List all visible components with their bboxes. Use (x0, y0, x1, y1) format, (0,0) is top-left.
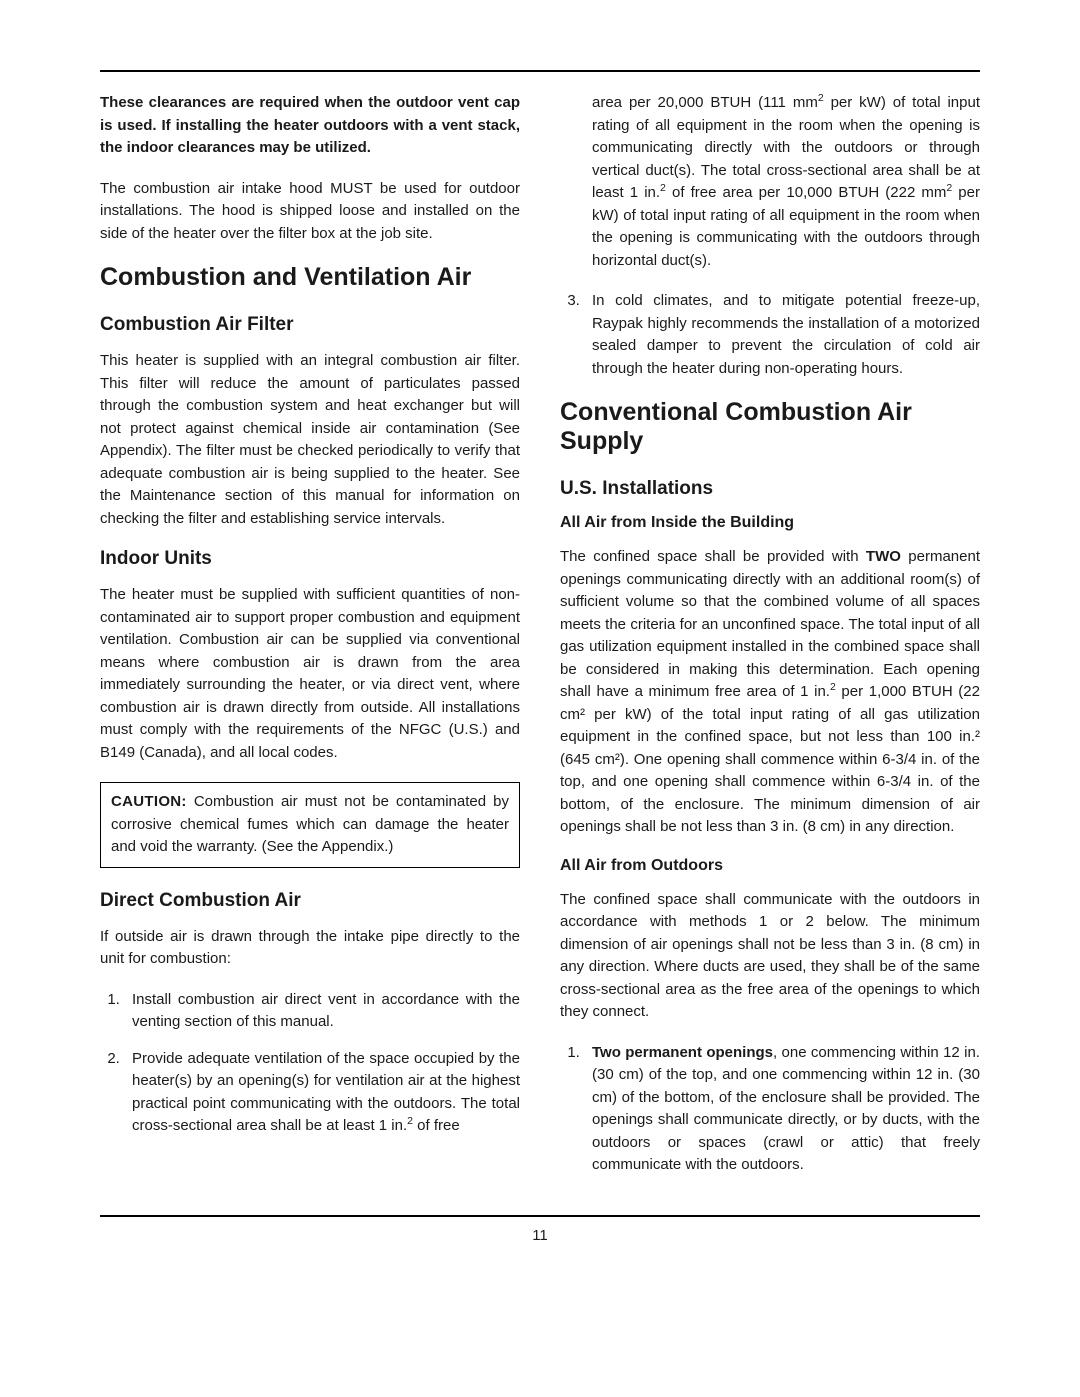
subsubheading-outdoors: All Air from Outdoors (560, 857, 980, 875)
section-heading-conventional-supply: Conventional Combustion Air Supply (560, 398, 980, 456)
list-item-text: Provide adequate ventilation of the spac… (132, 1050, 520, 1135)
list-item: Provide adequate ventilation of the spac… (124, 1048, 520, 1138)
bottom-rule (100, 1215, 980, 1217)
text-run: per 1,000 BTUH (22 cm² per kW) of the to… (560, 683, 980, 835)
list-item: Install combustion air direct vent in ac… (124, 989, 520, 1034)
list-item: In cold climates, and to mitigate potent… (584, 290, 980, 380)
inside-building-para: The confined space shall be provided wit… (560, 546, 980, 839)
page-number: 11 (100, 1227, 980, 1244)
right-column: area per 20,000 BTUH (111 mm2 per kW) of… (560, 92, 980, 1195)
text-run: area per 20,000 BTUH (111 mm (592, 94, 818, 111)
top-rule (100, 70, 980, 72)
indoor-units-para: The heater must be supplied with suffici… (100, 584, 520, 764)
two-column-layout: These clearances are required when the o… (100, 92, 980, 1195)
text-run: , one commencing within 12 in. (30 cm) o… (592, 1044, 980, 1174)
list-item: Two permanent openings, one commencing w… (584, 1042, 980, 1177)
direct-combustion-intro: If outside air is drawn through the inta… (100, 926, 520, 971)
left-column: These clearances are required when the o… (100, 92, 520, 1195)
subheading-us-installations: U.S. Installations (560, 478, 980, 500)
subheading-direct-combustion: Direct Combustion Air (100, 890, 520, 912)
text-run: of free area per 10,000 BTUH (222 mm (666, 184, 946, 201)
intake-hood-para: The combustion air intake hood MUST be u… (100, 178, 520, 246)
direct-combustion-list: Install combustion air direct vent in ac… (100, 989, 520, 1138)
direct-combustion-list-cont: In cold climates, and to mitigate potent… (560, 290, 980, 380)
outdoors-para: The confined space shall communicate wit… (560, 889, 980, 1024)
clearances-note: These clearances are required when the o… (100, 92, 520, 160)
section-heading-combustion-ventilation: Combustion and Ventilation Air (100, 263, 520, 292)
subheading-air-filter: Combustion Air Filter (100, 314, 520, 336)
air-filter-para: This heater is supplied with an integral… (100, 350, 520, 530)
two-emphasis: TWO (866, 548, 901, 565)
subsubheading-inside-building: All Air from Inside the Building (560, 514, 980, 532)
caution-label: CAUTION: (111, 793, 187, 810)
caution-box: CAUTION: Combustion air must not be cont… (100, 782, 520, 868)
two-openings-emphasis: Two permanent openings (592, 1044, 773, 1061)
text-run: The confined space shall be provided wit… (560, 548, 866, 565)
text-run: permanent openings communicating directl… (560, 548, 980, 700)
superscript-2: 2 (407, 1115, 413, 1127)
outdoors-list: Two permanent openings, one commencing w… (560, 1042, 980, 1177)
continuation-para: area per 20,000 BTUH (111 mm2 per kW) of… (560, 92, 980, 272)
subheading-indoor-units: Indoor Units (100, 548, 520, 570)
